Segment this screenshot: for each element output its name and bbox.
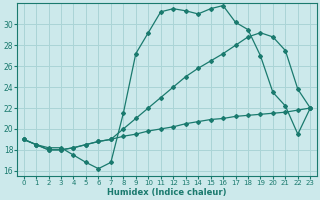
X-axis label: Humidex (Indice chaleur): Humidex (Indice chaleur)	[107, 188, 227, 197]
